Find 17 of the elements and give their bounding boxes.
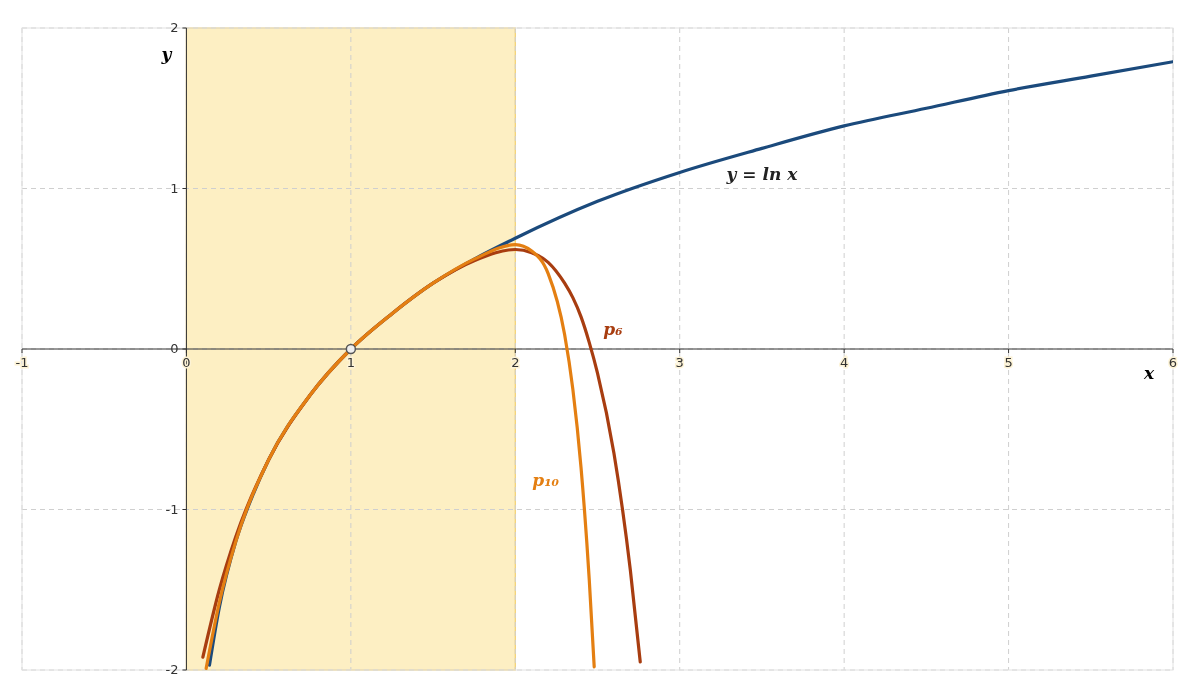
x-tick-label: -1 [15, 355, 29, 370]
y-tick-label: -1 [165, 501, 179, 517]
x-tick-label: 1 [346, 355, 355, 370]
x-tick-label: 5 [1004, 355, 1013, 370]
x-tick-label: 4 [840, 355, 849, 370]
y-axis-title: y [160, 44, 173, 64]
y-tick-label: 2 [170, 20, 179, 35]
y-tick-label: 1 [170, 180, 179, 196]
series-label: p₁₀ [532, 469, 560, 490]
y-tick-label: -2 [165, 662, 179, 677]
x-axis-title: x [1142, 363, 1155, 383]
y-tick-label: 0 [170, 341, 179, 356]
x-tick-label: 2 [511, 355, 520, 370]
series-label: p₆ [603, 318, 623, 339]
x-tick-label: 6 [1168, 355, 1178, 370]
series-label: y = ln x [725, 164, 799, 185]
x-tick-label: 3 [675, 355, 684, 370]
